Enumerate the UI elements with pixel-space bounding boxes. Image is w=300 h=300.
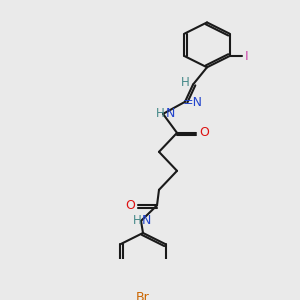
Text: O: O <box>125 199 135 212</box>
Text: H: H <box>133 214 141 227</box>
Text: Br: Br <box>136 291 150 300</box>
Text: =N: =N <box>183 96 203 109</box>
Text: N: N <box>141 214 151 227</box>
Text: H: H <box>181 76 189 89</box>
Text: N: N <box>165 107 175 120</box>
Text: O: O <box>199 126 209 140</box>
Text: H: H <box>156 107 164 120</box>
Text: I: I <box>245 50 248 63</box>
